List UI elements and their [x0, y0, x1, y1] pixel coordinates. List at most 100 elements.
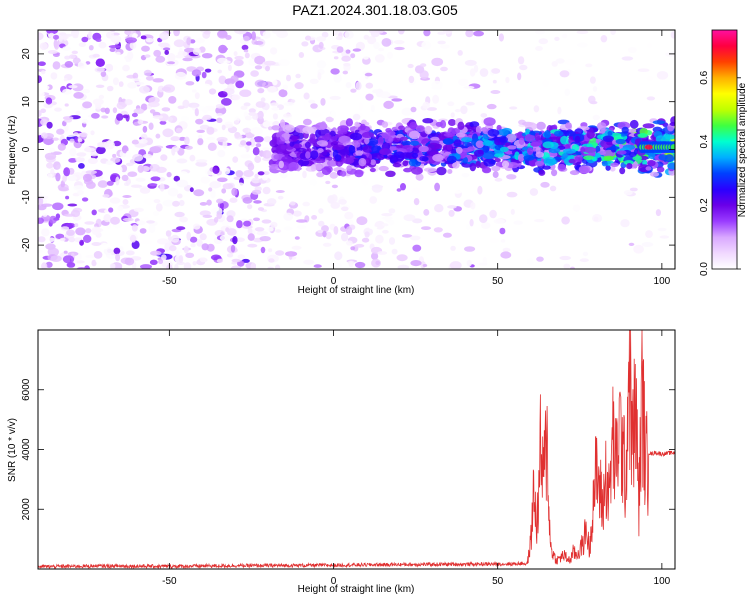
spectrogram-cell-2716: [494, 153, 504, 158]
spectrogram-cell-1316: [208, 187, 213, 192]
spectrogram-cell-38: [413, 198, 420, 206]
spectrogram-cell-58: [253, 217, 260, 222]
spectrogram-cell-2773: [316, 140, 328, 146]
spectrogram-cell-465: [157, 238, 169, 245]
spectrogram-cell-1031: [112, 77, 119, 86]
spectrogram-cell-1298: [140, 240, 153, 245]
spectrogram-cell-717: [122, 195, 132, 198]
spectrogram-cell-2761: [342, 157, 355, 164]
spectrogram-cell-652: [98, 94, 105, 100]
spectrogram-cell-1264: [131, 112, 138, 118]
spectrogram-cell-1071: [103, 247, 113, 256]
spectrogram-cell-1238: [277, 195, 284, 200]
spectrogram-cell-859: [153, 49, 162, 57]
spectrogram-cell-243: [141, 45, 150, 52]
spectrogram-cell-2756: [331, 136, 338, 142]
spectrogram-cell-803: [505, 76, 510, 84]
spectrogram-cell-2782: [669, 121, 675, 127]
spectrogram-cell-504: [45, 237, 56, 243]
spectrogram-cell-185: [401, 107, 413, 116]
spectrogram-cell-433: [144, 54, 151, 58]
spectrogram-cell-1250: [294, 82, 304, 90]
spectrogram-cell-1363: [233, 120, 240, 125]
spectrogram-cell-1231: [480, 113, 488, 118]
spectrogram-cell-1352: [54, 42, 59, 50]
spectrogram-cell-2688: [603, 155, 614, 161]
spectrogram-cell-1408: [218, 91, 228, 98]
spectrogram-cell-1178: [407, 63, 414, 69]
spectrogram-cell-436: [254, 55, 266, 65]
spectrogram-cell-1028: [46, 162, 54, 169]
spectrogram-cell-1195: [555, 58, 565, 64]
spectrogram-cell-1074: [82, 173, 93, 182]
spectrogram-cell-1281: [198, 134, 203, 139]
spectrogram-cell-152: [343, 62, 351, 67]
spectrogram-cell-1024: [333, 56, 339, 60]
spectrogram-cell-1256: [122, 114, 129, 119]
spectrogram-cell-2309: [378, 165, 389, 172]
spectrogram-cell-1304: [500, 251, 512, 259]
spectrogram-cell-1392: [345, 49, 351, 54]
spectrogram-cell-1393: [257, 110, 264, 120]
spectrogram-cell-2724: [457, 121, 465, 130]
spectrogram-cell-2789: [534, 132, 540, 142]
spectrogram-cell-449: [67, 203, 78, 207]
spectrogram-cell-2595: [370, 159, 376, 166]
spectrogram-cell-530: [423, 30, 431, 37]
spectrogram-cell-2800: [543, 156, 556, 166]
spectrogram-cell-494: [65, 222, 76, 229]
spectrogram-cell-2346: [569, 170, 580, 176]
spectrogram-cell-2582: [632, 155, 642, 161]
spectrogram-cell-2308: [475, 125, 482, 134]
spectrogram-cell-811: [160, 154, 168, 161]
spectrogram-cell-902: [354, 261, 366, 269]
spectrogram-cell-819: [370, 104, 375, 113]
spectrogram-cell-1117: [230, 244, 236, 253]
spectrogram-cell-948: [394, 46, 405, 51]
spectrogram-cell-775: [256, 231, 269, 236]
spectrogram-cell-1036: [168, 96, 177, 104]
spectrogram-x-axis-label: Height of straight line (km): [298, 285, 415, 296]
spectrogram-cell-188: [656, 71, 669, 80]
spectrogram-cell-488: [321, 31, 329, 38]
spectrogram-cell-889: [422, 101, 430, 109]
spectrogram-cell-1277: [202, 214, 213, 218]
spectrogram-cell-1343: [579, 258, 589, 263]
spectrogram-cell-2748: [361, 131, 374, 138]
spectrogram-cell-2632: [553, 130, 564, 137]
spectrogram-cell-826: [295, 73, 301, 79]
spectrogram-cell-1400: [234, 132, 241, 139]
spectrogram-cell-121: [106, 85, 114, 92]
spectrogram-cell-2481: [574, 155, 583, 162]
spectrogram-cell-799: [68, 54, 76, 59]
snr-y-ticks: 2000 4000 6000: [21, 378, 675, 520]
spectrogram-cell-1084: [173, 39, 185, 48]
spectrogram-cell-1208: [592, 214, 603, 223]
spectrogram-cell-182: [356, 216, 368, 226]
spectrogram-cell-71: [564, 59, 576, 66]
spectrogram-cell-485: [140, 264, 152, 269]
spectrogram-cell-2636: [355, 150, 364, 156]
spectrogram-cell-568: [401, 234, 413, 238]
spectrogram-cell-1902: [538, 169, 546, 176]
spectrogram-cell-841: [68, 85, 78, 89]
spectrogram-cell-2808: [278, 160, 284, 169]
spectrogram-cell-2667: [320, 121, 327, 130]
spectrogram-cell-2719: [616, 150, 627, 155]
spectrogram-cell-909: [152, 78, 164, 83]
spectrogram-cell-2456: [401, 140, 411, 147]
spectrogram-cell-977: [83, 234, 92, 243]
spectrogram-cell-913: [437, 31, 446, 35]
spectrogram-cell-2247: [542, 165, 551, 170]
spectrogram-cell-1244: [199, 257, 207, 263]
spectrogram-cell-615: [350, 88, 357, 93]
spectrogram-cell-642: [536, 256, 544, 262]
spectrogram-cell-1088: [465, 224, 471, 230]
spectrogram-cell-712: [47, 247, 59, 257]
spectrogram-cell-589: [84, 246, 90, 250]
spectrogram-cell-683: [270, 221, 278, 228]
spectrogram-cell-2725: [621, 126, 629, 134]
spectrogram-cell-906: [63, 250, 68, 254]
spectrogram-cell-1177: [85, 170, 98, 175]
spectrogram-cell-190: [190, 243, 196, 248]
